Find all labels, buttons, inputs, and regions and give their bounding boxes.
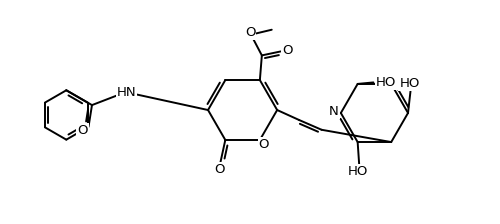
Text: N: N xyxy=(394,75,403,88)
Text: O: O xyxy=(214,163,224,176)
Text: O: O xyxy=(258,138,269,151)
Text: HO: HO xyxy=(376,76,396,89)
Text: HO: HO xyxy=(348,165,368,178)
Text: HO: HO xyxy=(400,77,419,90)
Text: N: N xyxy=(329,105,339,118)
Text: O: O xyxy=(78,124,88,137)
Text: O: O xyxy=(282,44,293,57)
Text: O: O xyxy=(245,26,256,39)
Text: HN: HN xyxy=(116,86,136,99)
